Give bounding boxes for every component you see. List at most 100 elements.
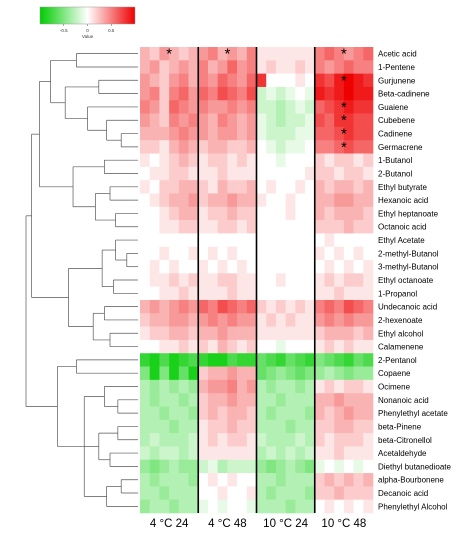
- heatmap-cell: [169, 459, 180, 474]
- heatmap-cell: [217, 126, 228, 141]
- heatmap-cell: [256, 286, 267, 301]
- heatmap-cell: [343, 499, 354, 514]
- heatmap-cell: [266, 379, 277, 394]
- heatmap-cell: [343, 260, 354, 274]
- heatmap-cell: [343, 180, 354, 194]
- heatmap-cell: [159, 366, 170, 381]
- heatmap-cell: [266, 246, 277, 261]
- heatmap-cell: [227, 47, 238, 61]
- heatmap-cell: [295, 486, 306, 500]
- heatmap-cell: [149, 379, 160, 394]
- heatmap-cell: [198, 393, 209, 407]
- heatmap-cell: [149, 326, 160, 341]
- heatmap-cell: [178, 113, 189, 128]
- heatmap-cell: [207, 166, 218, 181]
- heatmap-cell: [343, 193, 354, 208]
- heatmap-cell: [314, 73, 325, 88]
- row-label: Ethyl Acetate: [378, 236, 425, 245]
- heatmap-cell: [305, 180, 316, 194]
- heatmap-cell: [256, 419, 267, 434]
- heatmap-cell: [246, 180, 257, 194]
- heatmap-cell: [353, 419, 364, 434]
- heatmap-cell: [169, 486, 180, 500]
- heatmap-cell: [324, 220, 335, 234]
- heatmap-cell: [149, 473, 160, 487]
- row-label: Ocimene: [378, 383, 411, 392]
- heatmap-cell: [295, 100, 306, 114]
- heatmap-cell: [207, 366, 218, 381]
- heatmap-cell: [334, 47, 345, 61]
- heatmap-cell: [188, 73, 199, 88]
- row-label: Cadinene: [378, 130, 413, 139]
- heatmap-cell: [188, 166, 199, 181]
- heatmap-cell: [246, 220, 257, 234]
- heatmap-cell: [140, 433, 151, 447]
- heatmap-cell: [237, 180, 248, 194]
- heatmap-cell: [314, 406, 325, 421]
- heatmap-cell: [159, 473, 170, 487]
- heatmap-cell: [363, 246, 374, 261]
- heatmap-cell: [266, 419, 277, 434]
- heatmap-cell: [140, 113, 151, 128]
- heatmap-cell: [305, 313, 316, 327]
- heatmap-cell: [207, 206, 218, 221]
- heatmap-cell: [217, 273, 228, 287]
- heatmap-cell: [227, 313, 238, 327]
- heatmap-cell: [188, 47, 199, 61]
- heatmap-cell: [188, 446, 199, 461]
- heatmap-cell: [314, 233, 325, 248]
- heatmap-cell: [314, 486, 325, 500]
- heatmap-cell: [246, 379, 257, 394]
- heatmap-cell: [227, 459, 238, 474]
- heatmap-cell: [285, 166, 296, 181]
- row-label: beta-Pinene: [378, 422, 422, 431]
- heatmap-cell: [295, 286, 306, 301]
- row-label: Acetaldehyde: [378, 449, 427, 458]
- heatmap-cell: [217, 379, 228, 394]
- heatmap-cell: [343, 246, 354, 261]
- heatmap-cell: [363, 393, 374, 407]
- heatmap-cell: [305, 47, 316, 61]
- heatmap-cell: [246, 326, 257, 341]
- heatmap-cell: [237, 379, 248, 394]
- heatmap-cell: [149, 313, 160, 327]
- heatmap-cell: [227, 60, 238, 74]
- row-label: Phenylethyl Alcohol: [378, 502, 448, 511]
- heatmap-cell: [353, 220, 364, 234]
- heatmap-cell: [178, 47, 189, 61]
- heatmap-cell: [227, 273, 238, 287]
- heatmap-cell: [324, 299, 335, 314]
- heatmap-cell: [285, 246, 296, 261]
- heatmap-cell: [295, 246, 306, 261]
- heatmap-cell: [227, 126, 238, 141]
- heatmap-cell: [324, 73, 335, 88]
- heatmap-cell: [353, 353, 364, 367]
- heatmap-cell: [314, 339, 325, 354]
- heatmap-cell: [343, 140, 354, 154]
- heatmap-cell: [169, 406, 180, 421]
- heatmap-cell: [324, 313, 335, 327]
- heatmap-cell: [266, 113, 277, 128]
- heatmap-cell: [295, 473, 306, 487]
- heatmap-cell: [169, 273, 180, 287]
- heatmap-cell: [217, 233, 228, 248]
- heatmap-cell: [353, 273, 364, 287]
- heatmap-cell: [188, 326, 199, 341]
- heatmap-cell: [140, 166, 151, 181]
- heatmap-cell: [198, 193, 209, 208]
- heatmap-cell: [363, 326, 374, 341]
- heatmap-cell: [207, 180, 218, 194]
- heatmap-cell: [217, 286, 228, 301]
- heatmap-cell: [334, 140, 345, 154]
- heatmap-cell: [178, 459, 189, 474]
- heatmap-cell: [188, 393, 199, 407]
- heatmap-cell: [266, 286, 277, 301]
- heatmap-cell: [237, 86, 248, 101]
- significance-star: *: [341, 46, 347, 63]
- heatmap-cell: [353, 446, 364, 461]
- heatmap-cell: [305, 113, 316, 128]
- group-label: 10 °C 48: [321, 518, 366, 530]
- significance-star: *: [166, 46, 172, 63]
- heatmap-cell: [314, 273, 325, 287]
